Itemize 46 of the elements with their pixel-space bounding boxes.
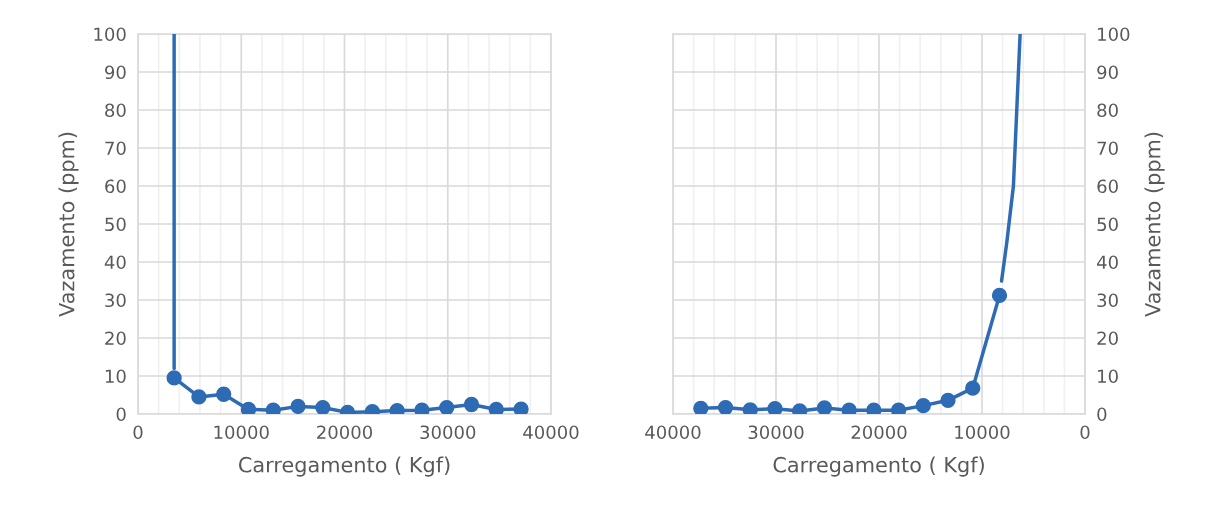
y-tick-label: 60: [105, 179, 126, 194]
y-tick-label: 90: [105, 65, 126, 80]
y-tick-label: 40: [1096, 255, 1118, 270]
y-tick-label: 80: [105, 103, 126, 118]
y-tick-label: 90: [1097, 65, 1118, 80]
point: [693, 400, 709, 414]
y-tick-label: 10: [105, 369, 126, 384]
point: [965, 380, 981, 396]
point: [991, 287, 1008, 304]
x-tick-label: 40000: [523, 425, 579, 440]
x-tick-label: 40000: [645, 425, 701, 440]
y-tick-label: 100: [94, 27, 126, 42]
y-tick-label: 30: [1097, 293, 1118, 308]
y-tick-label: 60: [1097, 179, 1118, 194]
x-axis-title: Carregamento ( Kgf): [773, 456, 984, 477]
y-tick-label: 70: [105, 141, 126, 156]
x-tick-label: 0: [1080, 425, 1090, 440]
x-tick-label: 20000: [851, 425, 907, 440]
y-axis-title: Vazamento (ppm): [58, 132, 79, 317]
y-axis-title: Vazamento (ppm): [1144, 132, 1165, 317]
y-tick-label: 0: [116, 407, 126, 422]
point: [717, 399, 734, 414]
y-tick-label: 50: [105, 217, 126, 232]
x-tick-label: 30000: [420, 425, 476, 440]
point: [915, 398, 931, 414]
y-tick-label: 100: [1098, 27, 1130, 42]
point: [816, 400, 833, 414]
y-tick-label: 20: [1097, 331, 1118, 346]
y-tick-label: 70: [1097, 141, 1118, 156]
x-tick-label: 0: [133, 425, 143, 440]
y-tick-label: 40: [104, 255, 126, 270]
y-tick-label: 0: [1097, 407, 1107, 422]
y-tick-label: 10: [1098, 369, 1118, 384]
x-tick-label: 10000: [955, 425, 1010, 440]
y-tick-label: 20: [105, 331, 126, 346]
y-tick-label: 80: [1097, 103, 1118, 118]
line-series: [999, 34, 1022, 283]
y-tick-label: 30: [105, 293, 126, 308]
x-axis-title: Carregamento ( Kgf): [238, 456, 450, 477]
point: [940, 392, 956, 408]
y-tick-label: 50: [1097, 217, 1118, 232]
x-tick-label: 20000: [317, 425, 373, 440]
point: [742, 402, 758, 414]
x-tick-label: 10000: [214, 425, 269, 440]
x-tick-label: 30000: [748, 425, 804, 440]
point: [767, 401, 783, 414]
